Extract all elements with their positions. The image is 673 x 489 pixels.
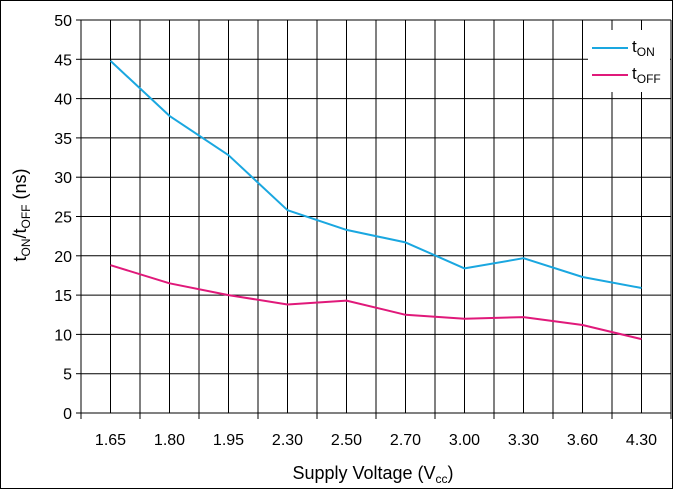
x-tick-label: 3.00	[449, 432, 480, 449]
y-tick-label: 20	[54, 249, 72, 266]
x-tick-label: 3.60	[567, 432, 598, 449]
x-tick-label: 1.80	[154, 432, 185, 449]
grid	[76, 19, 672, 419]
x-tick-label: 3.30	[508, 432, 539, 449]
x-tick-label: 4.30	[626, 432, 657, 449]
legend: tON tOFF	[588, 30, 670, 92]
x-axis-ticks: 1.65 1.80 1.95 2.30 2.50 2.70 3.00 3.30 3.60 4.30	[95, 432, 657, 449]
x-tick-label: 2.30	[272, 432, 303, 449]
y-tick-label: 30	[54, 170, 72, 187]
x-tick-label: 1.65	[95, 432, 126, 449]
y-tick-label: 10	[54, 327, 72, 344]
y-tick-label: 25	[54, 210, 72, 227]
x-tick-label: 2.70	[390, 432, 421, 449]
legend-box	[588, 30, 670, 92]
y-tick-label: 5	[63, 367, 72, 384]
y-tick-label: 50	[54, 13, 72, 30]
x-tick-label: 2.50	[331, 432, 362, 449]
series-lines	[109, 60, 642, 341]
y-tick-label: 35	[54, 131, 72, 148]
legend-label-ton: tON	[632, 37, 655, 59]
y-tick-label: 45	[54, 52, 72, 69]
y-axis-title: tON/tOFF (ns)	[10, 168, 33, 261]
y-tick-label: 15	[54, 288, 72, 305]
y-axis-ticks: 0 5 10 15 20 25 30 35 40 45 50	[54, 13, 72, 423]
y-tick-label: 0	[63, 406, 72, 423]
x-tick-label: 1.95	[213, 432, 244, 449]
series-line-ton	[109, 60, 642, 289]
y-tick-label: 40	[54, 92, 72, 109]
legend-label-toff: tOFF	[632, 64, 661, 86]
x-axis-title: Supply Voltage (Vcc)	[292, 463, 453, 486]
series-line-toff	[110, 264, 642, 341]
